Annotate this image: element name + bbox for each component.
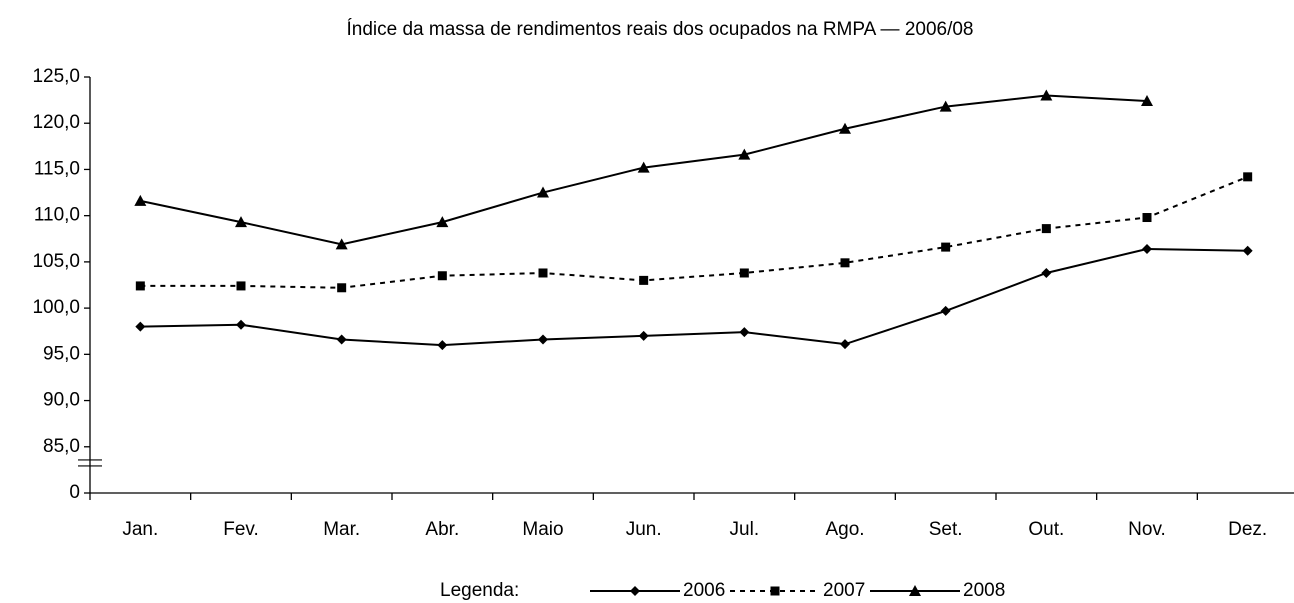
marker: [537, 186, 549, 198]
marker: [739, 327, 750, 338]
marker: [738, 148, 751, 160]
marker: [236, 281, 246, 291]
marker: [437, 271, 447, 281]
marker: [840, 339, 850, 350]
x-tick-label: Jun.: [626, 519, 662, 540]
marker: [336, 334, 347, 345]
legend-label: 2008: [963, 580, 1005, 601]
marker: [739, 268, 749, 278]
x-tick-label: Jul.: [730, 519, 760, 540]
x-tick-label: Jan.: [122, 519, 158, 540]
marker: [1141, 95, 1153, 107]
marker: [840, 258, 850, 268]
x-tick-label: Nov.: [1128, 519, 1166, 540]
x-tick-label: Ago.: [825, 519, 864, 540]
marker: [538, 334, 548, 345]
marker: [134, 194, 147, 206]
marker: [1041, 267, 1052, 278]
marker: [941, 242, 951, 252]
y-tick-label: 95,0: [43, 343, 80, 364]
series-line: [140, 175, 1249, 289]
x-tick-label: Maio: [522, 519, 563, 540]
legend-title: Legenda:: [440, 580, 519, 601]
marker: [1040, 89, 1053, 101]
marker: [940, 305, 951, 316]
y-tick-label: 110,0: [34, 205, 80, 226]
marker: [770, 586, 780, 596]
marker: [939, 100, 952, 112]
marker: [839, 122, 851, 134]
marker: [436, 216, 449, 228]
y-tick-label: 105,0: [32, 251, 80, 272]
legend-label: 2006: [683, 580, 725, 601]
marker: [437, 340, 448, 351]
x-tick-label: Dez.: [1228, 519, 1267, 540]
marker: [638, 330, 649, 341]
marker: [1242, 245, 1253, 256]
x-tick-label: Fev.: [223, 519, 259, 540]
marker: [1142, 243, 1152, 254]
chart-title: Índice da massa de rendimentos reais dos…: [346, 19, 973, 40]
marker: [538, 268, 548, 278]
marker: [235, 216, 247, 228]
marker: [135, 321, 146, 332]
series-line: [140, 247, 1248, 347]
marker: [1142, 213, 1152, 223]
marker: [135, 281, 145, 291]
marker: [637, 161, 650, 173]
marker: [639, 275, 649, 285]
marker: [630, 586, 640, 596]
legend-label: 2007: [823, 580, 865, 601]
x-tick-label: Mar.: [323, 519, 360, 540]
y-tick-label: 125,0: [32, 66, 80, 87]
marker: [909, 585, 921, 596]
x-tick-label: Set.: [929, 519, 963, 540]
marker: [1041, 224, 1051, 234]
y-tick-label: 0: [69, 482, 80, 503]
marker: [337, 283, 347, 293]
y-tick-label: 115,0: [34, 158, 80, 179]
y-tick-label: 85,0: [43, 436, 80, 457]
y-tick-label: 90,0: [43, 390, 80, 411]
y-tick-label: 120,0: [32, 112, 80, 133]
x-tick-label: Out.: [1028, 519, 1064, 540]
x-tick-label: Abr.: [425, 519, 459, 540]
y-tick-label: 100,0: [32, 297, 80, 318]
marker: [1243, 172, 1253, 182]
marker: [236, 319, 246, 330]
marker: [335, 238, 348, 250]
